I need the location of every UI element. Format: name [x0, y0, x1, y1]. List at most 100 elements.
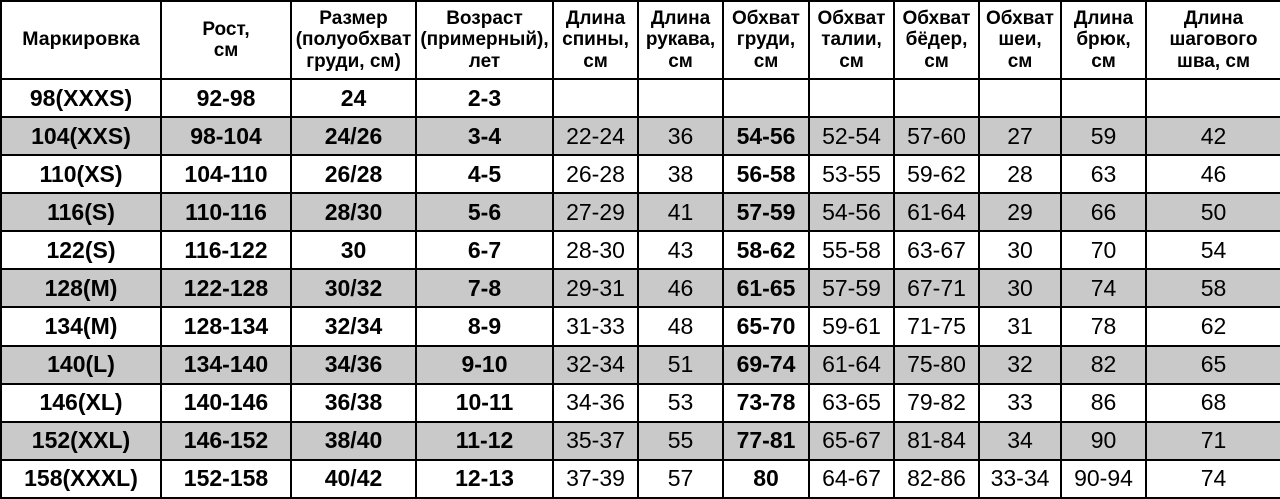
cell-marking: 146(XL) — [0, 382, 162, 423]
waist-girth-column-line-3: см — [839, 50, 864, 72]
sleeve-length-column-line-2: рукава, — [645, 29, 716, 51]
cell-back: 32-34 — [552, 344, 639, 385]
cell-marking: 134(M) — [0, 306, 162, 347]
neck-girth-column-line-3: см — [1007, 50, 1033, 72]
cell-age: 8-9 — [415, 306, 554, 347]
chest-girth-column-line-1: Обхват — [732, 8, 800, 30]
cell-back: 37-39 — [552, 458, 639, 499]
cell-size: 30/32 — [290, 268, 417, 309]
cell-back: 31-33 — [552, 306, 639, 347]
cell-chest: 77-81 — [722, 420, 810, 461]
table-row: 122(S) 116-122 30 6-7 28-30 43 58-62 55-58 63-67… — [0, 230, 1280, 271]
cell-inseam: 46 — [1145, 154, 1280, 195]
cell-sleeve: 36 — [637, 116, 724, 157]
cell-waist: 63-65 — [808, 382, 895, 423]
trouser-length-column-line-2: брюк, — [1076, 29, 1131, 51]
cell-chest: 54-56 — [722, 116, 810, 157]
cell-hips: 59-62 — [893, 154, 980, 195]
table-header: Маркировка Рост, см Размер (полуобхват груди,… — [0, 0, 1280, 80]
table-row: 104(XXS) 98-104 24/26 3-4 22-24 36 54-56 52-54 5… — [0, 116, 1280, 157]
cell-waist: 57-59 — [808, 268, 895, 309]
cell-height: 92-98 — [160, 77, 292, 119]
hip-girth-column: Обхват бёдер, см — [893, 0, 980, 80]
cell-marking: 140(L) — [0, 344, 162, 385]
sleeve-length-column-line-1: Длина — [650, 8, 711, 30]
cell-waist: 52-54 — [808, 116, 895, 157]
age-column-line-1: Возраст — [446, 8, 523, 30]
cell-age: 7-8 — [415, 268, 554, 309]
cell-trousers: 74 — [1060, 268, 1147, 309]
cell-hips: 75-80 — [893, 344, 980, 385]
cell-neck: 34 — [978, 420, 1062, 461]
table-row: 146(XL) 140-146 36/38 10-11 34-36 53 73-78 63-6… — [0, 382, 1280, 423]
sleeve-length-column-line-3: см — [668, 50, 693, 72]
cell-size: 34/36 — [290, 344, 417, 385]
cell-neck: 27 — [978, 116, 1062, 157]
cell-waist: 54-56 — [808, 192, 895, 233]
cell-inseam — [1145, 77, 1280, 119]
cell-back: 29-31 — [552, 268, 639, 309]
table-row: 116(S) 110-116 28/30 5-6 27-29 41 57-59 54-56 61… — [0, 192, 1280, 233]
cell-size: 30 — [290, 230, 417, 271]
table-header-row: Маркировка Рост, см Размер (полуобхват груди,… — [0, 0, 1280, 80]
cell-neck — [978, 77, 1062, 119]
cell-hips: 81-84 — [893, 420, 980, 461]
cell-neck: 31 — [978, 306, 1062, 347]
size-column: Размер (полуобхват груди, см) — [290, 0, 417, 80]
cell-neck: 29 — [978, 192, 1062, 233]
cell-inseam: 68 — [1145, 382, 1280, 423]
cell-chest — [722, 77, 810, 119]
cell-neck: 32 — [978, 344, 1062, 385]
cell-waist: 59-61 — [808, 306, 895, 347]
inseam-length-column-line-3: шва, см — [1176, 50, 1250, 72]
neck-girth-column-line-1: Обхват — [986, 8, 1054, 30]
cell-back: 34-36 — [552, 382, 639, 423]
cell-size: 38/40 — [290, 420, 417, 461]
cell-trousers: 86 — [1060, 382, 1147, 423]
hip-girth-column-line-1: Обхват — [902, 8, 971, 30]
cell-size: 32/34 — [290, 306, 417, 347]
size-column-line-1: Размер — [319, 8, 388, 30]
cell-size: 40/42 — [290, 458, 417, 499]
cell-height: 152-158 — [160, 458, 292, 499]
cell-age: 10-11 — [415, 382, 554, 423]
cell-hips: 63-67 — [893, 230, 980, 271]
cell-marking: 104(XXS) — [0, 116, 162, 157]
cell-chest: 57-59 — [722, 192, 810, 233]
height-column-line-2: см — [213, 40, 239, 61]
cell-sleeve: 55 — [637, 420, 724, 461]
cell-height: 110-116 — [160, 192, 292, 233]
table-row: 128(M) 122-128 30/32 7-8 29-31 46 61-65 57-59 67… — [0, 268, 1280, 309]
cell-trousers: 82 — [1060, 344, 1147, 385]
cell-trousers: 70 — [1060, 230, 1147, 271]
table-body: 98(XXXS) 92-98 24 2-3 104(XXS) 98-104 24/26 3-4… — [0, 77, 1280, 499]
cell-neck: 33 — [978, 382, 1062, 423]
cell-back: 22-24 — [552, 116, 639, 157]
cell-chest: 80 — [722, 458, 810, 499]
cell-inseam: 50 — [1145, 192, 1280, 233]
cell-sleeve: 48 — [637, 306, 724, 347]
cell-size: 28/30 — [290, 192, 417, 233]
cell-hips: 57-60 — [893, 116, 980, 157]
cell-hips: 61-64 — [893, 192, 980, 233]
cell-height: 140-146 — [160, 382, 292, 423]
hip-girth-column-line-3: см — [924, 50, 949, 72]
cell-hips: 71-75 — [893, 306, 980, 347]
cell-size: 24/26 — [290, 116, 417, 157]
cell-hips: 67-71 — [893, 268, 980, 309]
waist-girth-column: Обхват талии, см — [808, 0, 895, 80]
cell-age: 6-7 — [415, 230, 554, 271]
back-length-column-line-2: спины, — [562, 29, 629, 51]
cell-height: 98-104 — [160, 116, 292, 157]
cell-waist — [808, 77, 895, 119]
cell-trousers: 66 — [1060, 192, 1147, 233]
cell-height: 116-122 — [160, 230, 292, 271]
trouser-length-column-line-1: Длина — [1073, 8, 1134, 30]
cell-back: 27-29 — [552, 192, 639, 233]
table-row: 152(XXL) 146-152 38/40 11-12 35-37 55 77-81 65-… — [0, 420, 1280, 461]
marking-column-line-1: Маркировка — [22, 28, 140, 51]
cell-back: 26-28 — [552, 154, 639, 195]
cell-marking: 158(XXXL) — [0, 458, 162, 499]
age-column-line-3: лет — [468, 50, 501, 72]
